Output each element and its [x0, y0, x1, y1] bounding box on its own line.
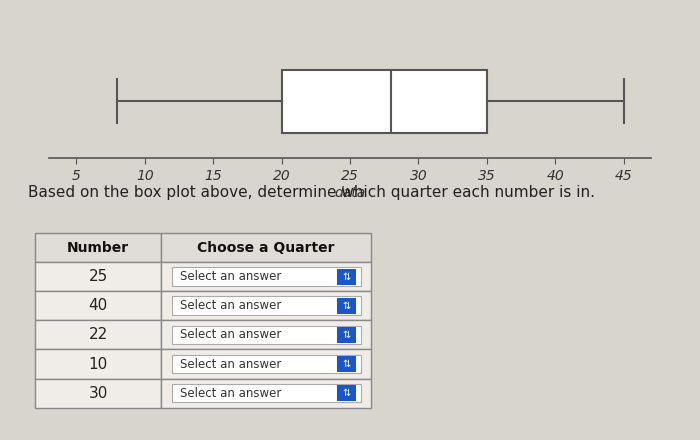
Text: 30: 30: [88, 385, 108, 400]
Bar: [35, 320, 161, 349]
Bar: [172, 297, 360, 315]
Bar: [161, 233, 371, 262]
Bar: [337, 385, 356, 401]
Bar: [35, 291, 161, 320]
Bar: [172, 326, 360, 344]
Bar: [172, 355, 360, 373]
Text: 22: 22: [88, 327, 108, 342]
Bar: [35, 349, 161, 378]
Text: ⇅: ⇅: [342, 330, 351, 340]
Bar: [161, 378, 371, 408]
Bar: [161, 349, 371, 378]
Text: Select an answer: Select an answer: [180, 270, 281, 283]
Text: ⇅: ⇅: [342, 359, 351, 369]
Text: Select an answer: Select an answer: [180, 358, 281, 370]
Bar: [35, 378, 161, 408]
Bar: [35, 262, 161, 291]
Bar: [337, 327, 356, 343]
X-axis label: data: data: [335, 186, 365, 200]
Text: Select an answer: Select an answer: [180, 387, 281, 400]
Text: ⇅: ⇅: [342, 301, 351, 311]
Bar: [172, 268, 360, 286]
Text: 10: 10: [88, 356, 108, 371]
Bar: [337, 269, 356, 285]
Text: Number: Number: [67, 241, 129, 255]
Bar: [172, 384, 360, 403]
Text: Choose a Quarter: Choose a Quarter: [197, 241, 335, 255]
Text: 40: 40: [88, 298, 108, 313]
Text: Select an answer: Select an answer: [180, 328, 281, 341]
Bar: [35, 233, 161, 262]
Text: Select an answer: Select an answer: [180, 299, 281, 312]
Text: Based on the box plot above, determine which quarter each number is in.: Based on the box plot above, determine w…: [28, 184, 595, 200]
Text: ⇅: ⇅: [342, 388, 351, 398]
Bar: [337, 298, 356, 314]
Bar: [161, 320, 371, 349]
Text: ⇅: ⇅: [342, 271, 351, 282]
Bar: [161, 291, 371, 320]
Text: 25: 25: [88, 269, 108, 284]
Bar: [337, 356, 356, 372]
Bar: [281, 70, 486, 133]
Bar: [161, 262, 371, 291]
